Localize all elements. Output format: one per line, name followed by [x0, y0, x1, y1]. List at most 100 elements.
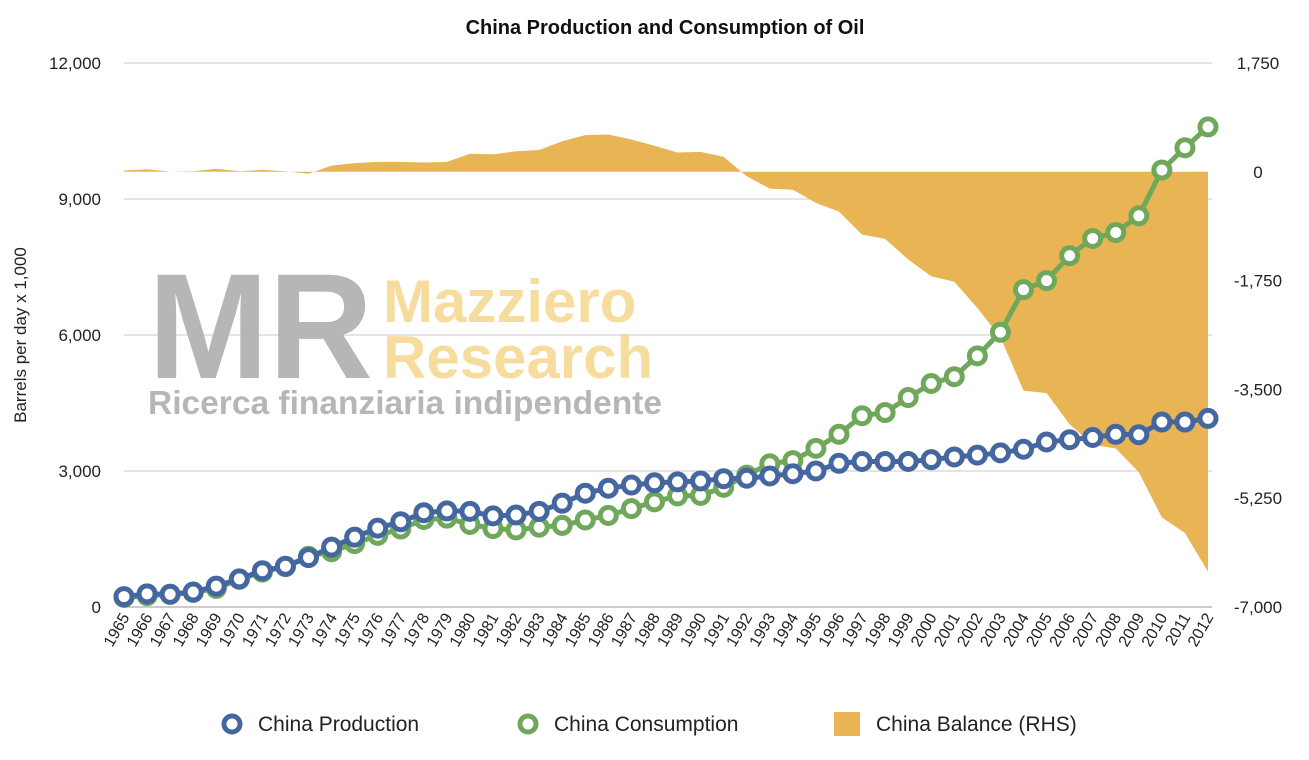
legend-swatch-balance — [834, 712, 860, 736]
china-production-point — [874, 450, 896, 472]
china-production-point — [482, 505, 504, 527]
y2-tick-label: -5,250 — [1234, 489, 1282, 508]
china-production-point — [1128, 424, 1150, 446]
china-consumption-point — [1174, 137, 1196, 159]
balance-area — [124, 134, 1208, 572]
china-consumption-point — [874, 402, 896, 424]
china-production-point — [228, 568, 250, 590]
china-production-point — [966, 444, 988, 466]
watermark-tagline: Ricerca finanziaria indipendente — [148, 384, 662, 421]
china-production-point — [597, 477, 619, 499]
china-production-point — [367, 517, 389, 539]
chart-title: China Production and Consumption of Oil — [466, 17, 865, 39]
china-consumption-point — [989, 321, 1011, 343]
china-consumption-point — [828, 423, 850, 445]
watermark-brand-line2: Research — [383, 324, 653, 391]
y-tick-label: 6,000 — [58, 326, 101, 345]
china-consumption-point — [966, 345, 988, 367]
y-tick-label: 12,000 — [49, 54, 101, 73]
legend-label-balance: China Balance (RHS) — [876, 713, 1077, 736]
china-production-point — [159, 583, 181, 605]
china-production-point — [943, 446, 965, 468]
china-production-point — [989, 442, 1011, 464]
china-production-point — [436, 500, 458, 522]
china-consumption-point — [620, 498, 642, 520]
y-tick-label: 9,000 — [58, 190, 101, 209]
line-series-layer — [113, 116, 1219, 608]
china-production-point — [551, 492, 573, 514]
china-production-point — [205, 575, 227, 597]
china-consumption-point — [574, 509, 596, 531]
china-production-point — [620, 474, 642, 496]
china-consumption-point — [1036, 270, 1058, 292]
china-production-point — [1197, 407, 1219, 429]
china-consumption-point — [1105, 222, 1127, 244]
china-production-point — [805, 460, 827, 482]
china-production-point — [505, 504, 527, 526]
china-production-point — [643, 472, 665, 494]
left-axis-ticks: 0 3,000 6,000 9,000 12,000 — [49, 54, 101, 617]
china-production-point — [713, 468, 735, 490]
watermark-letters: MR — [148, 242, 373, 410]
china-consumption-point — [551, 514, 573, 536]
china-production-point — [413, 502, 435, 524]
china-production-point — [690, 470, 712, 492]
x-tick-label: 2010 — [1139, 610, 1172, 649]
china-consumption-point — [1128, 205, 1150, 227]
china-consumption-point — [1151, 159, 1173, 181]
china-production-point — [321, 536, 343, 558]
china-consumption-point — [1082, 227, 1104, 249]
y2-tick-label: 1,750 — [1237, 54, 1280, 73]
china-production-point — [1059, 429, 1081, 451]
right-axis-ticks: -7,000 -5,250 -3,500 -1,750 0 1,750 — [1234, 54, 1282, 617]
y2-tick-label: -1,750 — [1234, 272, 1282, 291]
y-axis-label: Barrels per day x 1,000 — [11, 247, 30, 423]
legend: China Production China Consumption China B… — [221, 712, 1077, 736]
china-production-point — [828, 452, 850, 474]
china-consumption-point — [897, 387, 919, 409]
china-production-point — [1012, 438, 1034, 460]
china-consumption-point — [920, 373, 942, 395]
china-production-point — [274, 555, 296, 577]
legend-label-consumption: China Consumption — [554, 713, 738, 736]
china-consumption-point — [643, 491, 665, 513]
china-production-point — [528, 500, 550, 522]
legend-marker-consumption — [517, 713, 539, 735]
legend-label-production: China Production — [258, 713, 419, 736]
watermark-logo: MR Mazziero Research Ricerca finanziaria… — [148, 242, 662, 421]
china-production-point — [298, 547, 320, 569]
y-tick-label: 0 — [92, 598, 101, 617]
china-production-point — [759, 465, 781, 487]
china-consumption-point — [1012, 279, 1034, 301]
china-production-point — [782, 463, 804, 485]
balance-area-layer — [124, 134, 1208, 572]
china-production-point — [1082, 426, 1104, 448]
legend-marker-production — [221, 713, 243, 735]
china-production-point — [1174, 411, 1196, 433]
china-production-point — [136, 583, 158, 605]
y2-tick-label: 0 — [1253, 163, 1262, 182]
china-production-point — [667, 471, 689, 493]
china-consumption-point — [1197, 116, 1219, 138]
china-production-point — [113, 586, 135, 608]
china-production-point — [897, 450, 919, 472]
y-tick-label: 3,000 — [58, 462, 101, 481]
china-production-point — [851, 450, 873, 472]
china-production-point — [920, 449, 942, 471]
x-tick-label: 2012 — [1185, 610, 1218, 649]
china-consumption-point — [1059, 245, 1081, 267]
china-consumption-point — [943, 366, 965, 388]
y2-tick-label: -3,500 — [1234, 380, 1282, 399]
china-production-point — [1036, 431, 1058, 453]
china-consumption-point — [805, 437, 827, 459]
china-production-point — [574, 482, 596, 504]
china-production-point — [344, 526, 366, 548]
china-production-point — [1105, 423, 1127, 445]
x-axis-ticks: 1965196619671968196919701971197219731974… — [101, 610, 1218, 649]
y2-tick-label: -7,000 — [1234, 598, 1282, 617]
china-consumption-point — [851, 405, 873, 427]
china-production-point — [251, 560, 273, 582]
watermark-brand-line1: Mazziero — [383, 268, 636, 335]
